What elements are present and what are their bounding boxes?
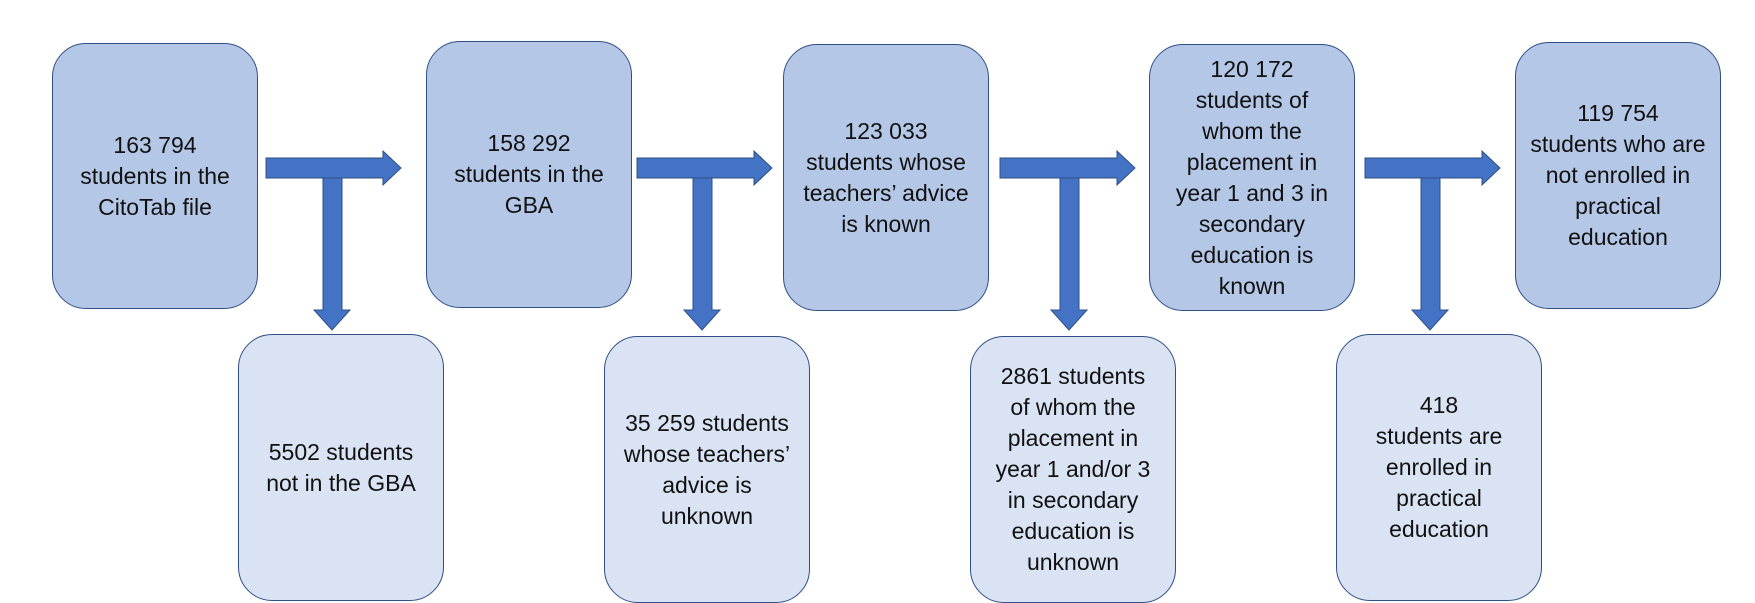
exclusion-text: 35 259 students whose teachers’ advice i… (623, 409, 791, 529)
exclusion-text: 2861 students of whom the placement in y… (995, 363, 1151, 575)
step-box-not-practical: 119 754 students who are not enrolled in… (1515, 42, 1721, 309)
step-text: 119 754 students who are not enrolled in… (1530, 100, 1706, 250)
right-arrow (265, 149, 402, 187)
step-text: 120 172 students of whom the placement i… (1175, 55, 1329, 299)
step-box-advice-known: 123 033 students whose teachers’ advice … (783, 44, 989, 311)
down-arrow (312, 177, 352, 331)
right-arrow (1364, 149, 1501, 187)
exclusion-box-advice-unknown: 35 259 students whose teachers’ advice i… (604, 336, 810, 603)
step-box-placement-known: 120 172 students of whom the placement i… (1149, 44, 1355, 311)
exclusion-box-placement-unknown: 2861 students of whom the placement in y… (970, 336, 1176, 603)
down-arrow (682, 177, 722, 331)
down-arrow (1410, 177, 1450, 331)
step-text: 158 292 students in the GBA (454, 130, 604, 218)
exclusion-text: 418 students are enrolled in practical e… (1375, 392, 1503, 542)
step-box-citotab: 163 794 students in the CitoTab file (52, 43, 258, 309)
exclusion-box-not-in-gba: 5502 students not in the GBA (238, 334, 444, 601)
step-text: 123 033 students whose teachers’ advice … (803, 117, 969, 237)
down-arrow (1049, 177, 1089, 331)
exclusion-text: 5502 students not in the GBA (266, 438, 416, 496)
right-arrow (636, 149, 773, 187)
step-text: 163 794 students in the CitoTab file (80, 131, 230, 220)
step-box-gba: 158 292 students in the GBA (426, 41, 632, 308)
exclusion-box-practical-education: 418 students are enrolled in practical e… (1336, 334, 1542, 601)
right-arrow (999, 149, 1136, 187)
